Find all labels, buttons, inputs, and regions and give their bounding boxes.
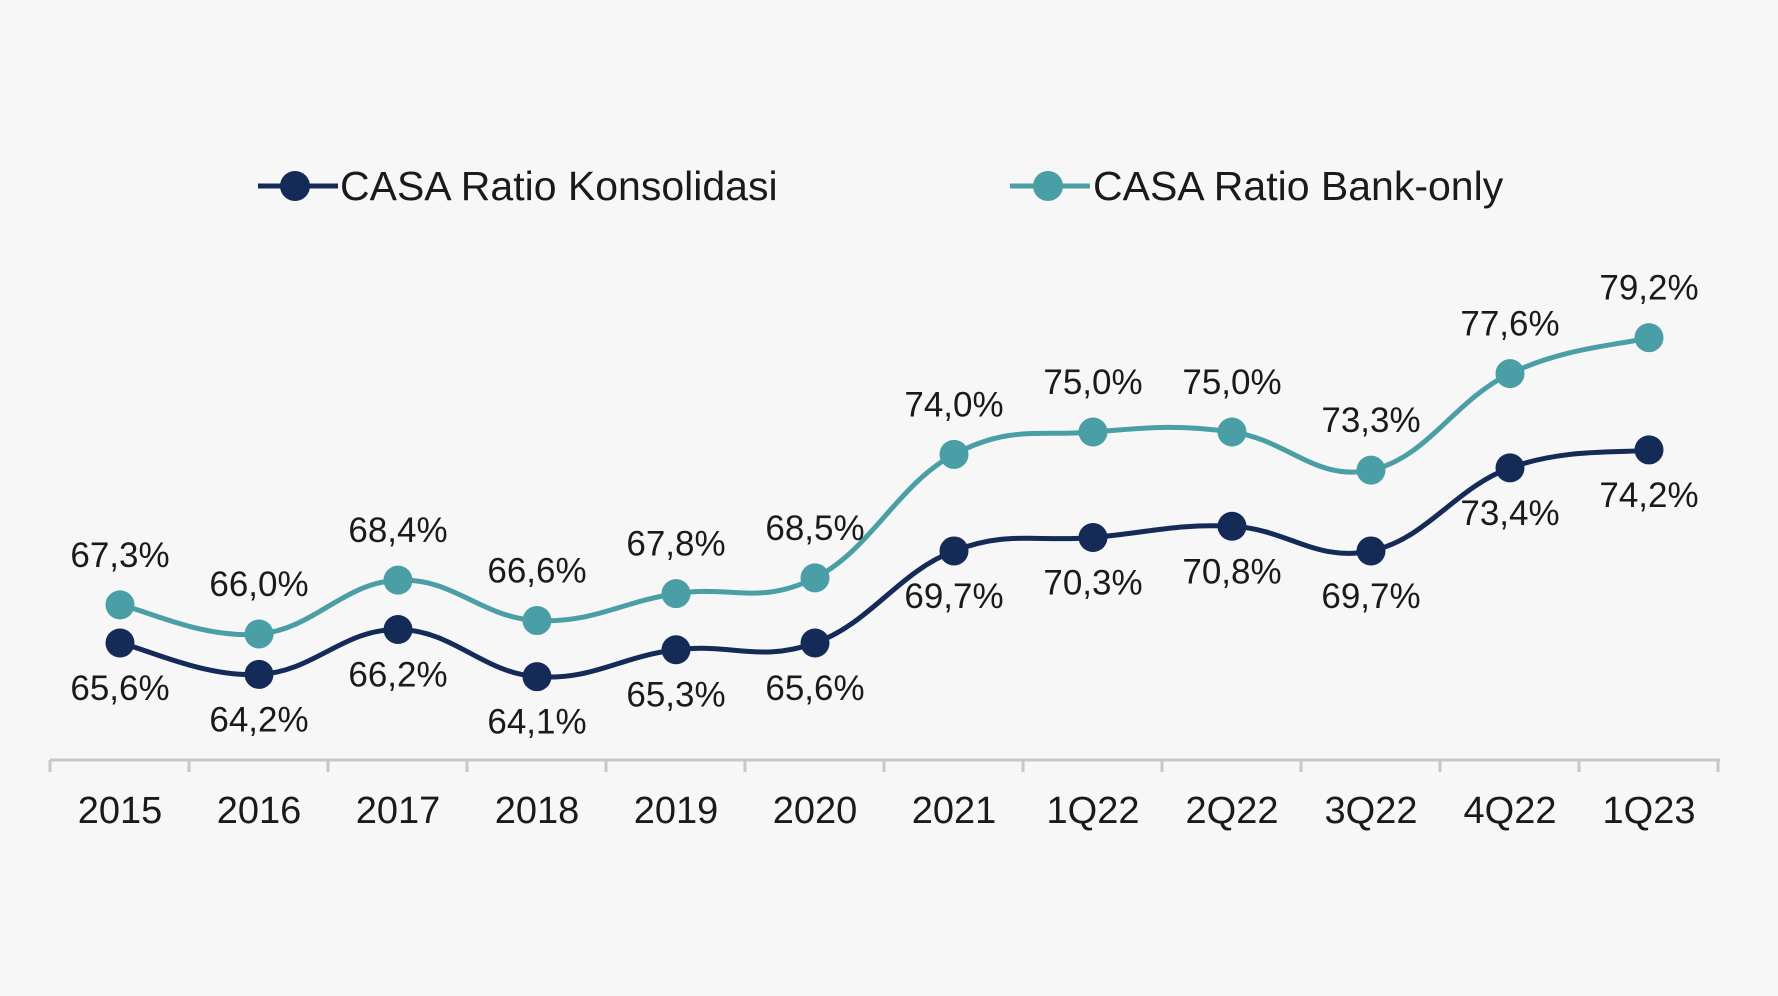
data-label-bank-only: 79,2% <box>1599 269 1698 308</box>
data-point-konsolidasi <box>244 659 274 689</box>
data-label-bank-only: 75,0% <box>1182 363 1281 402</box>
data-point-bank-only <box>105 590 135 620</box>
data-label-konsolidasi: 65,6% <box>765 669 864 708</box>
data-point-bank-only <box>800 563 830 593</box>
data-point-konsolidasi <box>800 628 830 658</box>
x-tick-label: 1Q22 <box>1047 790 1140 832</box>
data-point-bank-only <box>939 439 969 469</box>
data-label-bank-only: 75,0% <box>1043 363 1142 402</box>
x-tick-label: 2Q22 <box>1186 790 1279 832</box>
data-label-konsolidasi: 70,8% <box>1182 552 1281 591</box>
data-label-konsolidasi: 69,7% <box>1321 577 1420 616</box>
data-point-konsolidasi <box>522 662 552 692</box>
data-label-konsolidasi: 73,4% <box>1460 494 1559 533</box>
data-label-bank-only: 67,8% <box>626 525 725 564</box>
data-label-konsolidasi: 69,7% <box>904 577 1003 616</box>
data-point-bank-only <box>1217 417 1247 447</box>
x-axis: 2015 2016 2017 2018 2019 2020 2021 1Q22 2Q22 3Q22… <box>48 758 1720 832</box>
data-point-konsolidasi <box>1495 453 1525 483</box>
data-label-konsolidasi: 65,6% <box>70 669 169 708</box>
data-point-bank-only <box>383 565 413 595</box>
data-point-konsolidasi <box>1217 511 1247 541</box>
x-tick-label: 2017 <box>356 790 441 832</box>
data-label-bank-only: 67,3% <box>70 536 169 575</box>
data-label-bank-only: 74,0% <box>904 385 1003 424</box>
data-label-bank-only: 68,4% <box>348 511 447 550</box>
legend-marker-konsolidasi <box>280 171 310 201</box>
series-layer: 65,6% 64,2% 66,2% 64,1% 65,3% 65,6% 69,7% 70,3%… <box>70 269 1698 742</box>
data-label-konsolidasi: 65,3% <box>626 676 725 715</box>
legend-label-bank-only: CASA Ratio Bank-only <box>1093 163 1504 209</box>
legend-item-bank-only: CASA Ratio Bank-only <box>1010 163 1504 209</box>
data-point-konsolidasi <box>1356 536 1386 566</box>
series-konsolidasi: 65,6% 64,2% 66,2% 64,1% 65,3% 65,6% 69,7% 70,3%… <box>70 435 1699 742</box>
legend-item-konsolidasi: CASA Ratio Konsolidasi <box>258 163 778 209</box>
x-tick-label: 2021 <box>912 790 997 832</box>
x-tick-label: 3Q22 <box>1325 790 1418 832</box>
x-tick-label: 1Q23 <box>1603 790 1696 832</box>
data-label-konsolidasi: 70,3% <box>1043 563 1142 602</box>
data-point-konsolidasi <box>1078 522 1108 552</box>
data-label-konsolidasi: 64,1% <box>487 703 586 742</box>
data-point-bank-only <box>522 606 552 636</box>
data-point-bank-only <box>244 619 274 649</box>
x-tick-label: 4Q22 <box>1464 790 1557 832</box>
data-point-bank-only <box>1634 323 1664 353</box>
x-tick-label: 2018 <box>495 790 580 832</box>
data-label-bank-only: 66,6% <box>487 552 586 591</box>
data-label-konsolidasi: 64,2% <box>209 700 308 739</box>
data-point-konsolidasi <box>383 615 413 645</box>
x-tick-label: 2020 <box>773 790 858 832</box>
data-point-konsolidasi <box>661 635 691 665</box>
data-point-bank-only <box>1495 359 1525 389</box>
legend-marker-bank-only <box>1033 171 1063 201</box>
legend-label-konsolidasi: CASA Ratio Konsolidasi <box>340 163 778 209</box>
data-point-bank-only <box>1078 417 1108 447</box>
data-label-bank-only: 73,3% <box>1321 401 1420 440</box>
data-point-bank-only <box>1356 455 1386 485</box>
data-point-konsolidasi <box>1634 435 1664 465</box>
data-label-bank-only: 77,6% <box>1460 305 1559 344</box>
data-label-konsolidasi: 74,2% <box>1599 476 1698 515</box>
legend: CASA Ratio Konsolidasi CASA Ratio Bank-o… <box>258 163 1504 209</box>
data-point-bank-only <box>661 579 691 609</box>
series-bank-only: 67,3% 66,0% 68,4% 66,6% 67,8% 68,5% 74,0% 75,0%… <box>70 269 1699 649</box>
data-label-bank-only: 66,0% <box>209 565 308 604</box>
x-tick-label: 2019 <box>634 790 719 832</box>
data-label-konsolidasi: 66,2% <box>348 656 447 695</box>
data-point-konsolidasi <box>939 536 969 566</box>
data-point-konsolidasi <box>105 628 135 658</box>
x-tick-label: 2016 <box>217 790 302 832</box>
series-line-konsolidasi <box>119 447 1650 680</box>
data-label-bank-only: 68,5% <box>765 509 864 548</box>
x-tick-label: 2015 <box>78 790 163 832</box>
